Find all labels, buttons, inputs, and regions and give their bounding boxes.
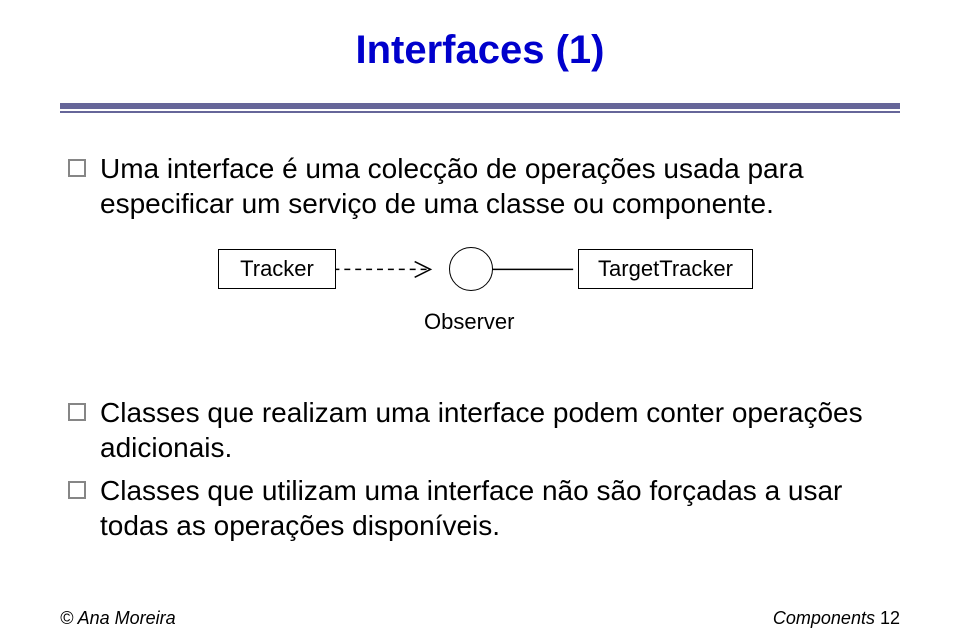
bullet-icon xyxy=(68,403,86,421)
list-item: Uma interface é uma colecção de operaçõe… xyxy=(68,151,900,221)
list-item: Classes que utilizam uma interface não s… xyxy=(68,473,900,543)
observer-label: Observer xyxy=(424,309,514,335)
footer-author: © Ana Moreira xyxy=(60,608,176,629)
list-item: Classes que realizam uma interface podem… xyxy=(68,395,900,465)
bullet-text: Uma interface é uma colecção de operaçõe… xyxy=(100,151,900,221)
tracker-class-box: Tracker xyxy=(218,249,336,289)
bullet-text: Classes que utilizam uma interface não s… xyxy=(100,473,900,543)
bullet-icon xyxy=(68,481,86,499)
footer-right: Components 12 xyxy=(773,608,900,629)
dashed-arrowhead xyxy=(415,262,431,278)
slide-title: Interfaces (1) xyxy=(60,28,900,73)
divider-thin xyxy=(60,111,900,113)
target-label: TargetTracker xyxy=(598,256,733,281)
footer-page: 12 xyxy=(880,608,900,628)
bullet-list: Uma interface é uma colecção de operaçõe… xyxy=(60,151,900,543)
footer-label: Components xyxy=(773,608,875,628)
bullet-icon xyxy=(68,159,86,177)
slide-footer: © Ana Moreira Components 12 xyxy=(60,608,900,629)
title-divider xyxy=(60,103,900,113)
interface-circle xyxy=(449,247,493,291)
target-class-box: TargetTracker xyxy=(578,249,753,289)
tracker-label: Tracker xyxy=(240,256,314,281)
bullet-text: Classes que realizam uma interface podem… xyxy=(100,395,900,465)
uml-diagram: Tracker TargetTracker Observer xyxy=(68,239,900,389)
divider-thick xyxy=(60,103,900,109)
